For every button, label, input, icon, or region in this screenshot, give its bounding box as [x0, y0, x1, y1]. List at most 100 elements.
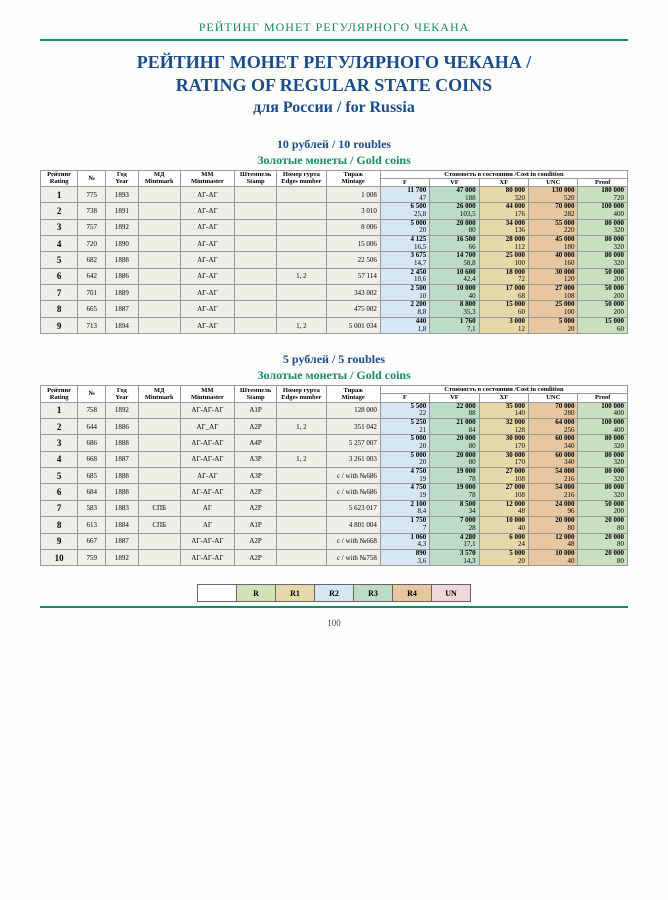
grade-cell: 14 70058,8: [430, 252, 479, 268]
year-cell: 1888: [106, 468, 139, 484]
year-cell: 1886: [106, 418, 139, 434]
mint-cell: [138, 285, 180, 301]
master-cell: АГ-АГ-АГ: [180, 402, 234, 418]
mintage-cell: с / with №758: [326, 549, 380, 565]
year-cell: 1891: [106, 203, 139, 219]
grade-cell: 60 000340: [529, 435, 578, 451]
grade-cell: 30 000170: [479, 435, 528, 451]
stamp-cell: А1Р: [235, 402, 277, 418]
edge-cell: [277, 219, 326, 235]
rating-cell: 7: [41, 500, 78, 516]
page-number: 100: [40, 618, 628, 628]
grade-cell: 4401,8: [380, 317, 429, 333]
table-row: 1 758 1892 АГ-АГ-АГ А1Р 128 000 5 50022 …: [41, 402, 628, 418]
grade-cell: 26 000103,5: [430, 203, 479, 219]
master-cell: АГ: [180, 500, 234, 516]
master-cell: АГ-АГ-АГ: [180, 549, 234, 565]
grade-cell: 47 000188: [430, 186, 479, 202]
grade-cell: 50 000200: [578, 285, 628, 301]
mintage-cell: 5 257 007: [326, 435, 380, 451]
year-cell: 1894: [106, 317, 139, 333]
num-cell: 613: [78, 517, 106, 533]
mintage-cell: с / with №686: [326, 484, 380, 500]
grade-cell: 1 7607,1: [430, 317, 479, 333]
grade-cell: 100 000400: [578, 203, 628, 219]
rating-cell: 1: [41, 186, 78, 202]
mintage-cell: 15 006: [326, 235, 380, 251]
grade-cell: 5 50022: [380, 402, 429, 418]
rating-cell: 2: [41, 418, 78, 434]
grade-cell: 19 00078: [430, 468, 479, 484]
stamp-cell: А2Р: [235, 533, 277, 549]
grade-cell: 10 60042,4: [430, 268, 479, 284]
stamp-cell: [235, 317, 277, 333]
grade-cell: 4 28017,1: [430, 533, 479, 549]
mintage-cell: 57 114: [326, 268, 380, 284]
num-cell: 686: [78, 435, 106, 451]
mint-cell: [138, 235, 180, 251]
grade-cell: 70 000280: [529, 402, 578, 418]
grade-cell: 5 25021: [380, 418, 429, 434]
edge-cell: 1, 2: [277, 317, 326, 333]
table-row: 7 701 1889 АГ-АГ 343 002 2 50010 10 0004…: [41, 285, 628, 301]
grade-cell: 24 00096: [529, 500, 578, 516]
rating-cell: 5: [41, 252, 78, 268]
grade-cell: 27 000108: [479, 468, 528, 484]
year-cell: 1893: [106, 186, 139, 202]
grade-cell: 25 000100: [479, 252, 528, 268]
table-row: 9 667 1887 АГ-АГ-АГ А2Р с / with №668 1 …: [41, 533, 628, 549]
edge-cell: [277, 500, 326, 516]
legend-cell: R4: [393, 585, 432, 602]
mint-cell: [138, 533, 180, 549]
mint-cell: [138, 484, 180, 500]
num-cell: 713: [78, 317, 106, 333]
year-cell: 1888: [106, 484, 139, 500]
grade-cell: 20 00080: [430, 451, 479, 467]
grade-cell: 60 000340: [529, 451, 578, 467]
mint-cell: [138, 402, 180, 418]
stamp-cell: [235, 268, 277, 284]
mint-cell: [138, 252, 180, 268]
mint-cell: [138, 301, 180, 317]
grade-cell: 8903,6: [380, 549, 429, 565]
edge-cell: [277, 186, 326, 202]
rating-cell: 9: [41, 317, 78, 333]
table-row: 2 738 1891 АГ-АГ 3 010 6 50025,8 26 0001…: [41, 203, 628, 219]
grade-cell: 80 000320: [578, 451, 628, 467]
title-line-3: для России / for Russia: [40, 98, 628, 119]
grade-cell: 20 00080: [430, 219, 479, 235]
mint-cell: [138, 203, 180, 219]
mint-cell: [138, 219, 180, 235]
num-cell: 759: [78, 549, 106, 565]
grade-cell: 12 00048: [479, 500, 528, 516]
master-cell: АГ-АГ-АГ: [180, 533, 234, 549]
stamp-cell: [235, 219, 277, 235]
grade-cell: 50 000200: [578, 268, 628, 284]
num-cell: 701: [78, 285, 106, 301]
mintage-cell: 475 002: [326, 301, 380, 317]
grade-cell: 34 000136: [479, 219, 528, 235]
master-cell: АГ-АГ: [180, 301, 234, 317]
master-cell: АГ: [180, 517, 234, 533]
table-row: 9 713 1894 АГ-АГ 1, 2 5 001 034 4401,8 1…: [41, 317, 628, 333]
grade-cell: 27 000108: [479, 484, 528, 500]
master-cell: АГ-АГ: [180, 285, 234, 301]
legend-cell: UN: [432, 585, 471, 602]
mintage-cell: 3 010: [326, 203, 380, 219]
stamp-cell: А2Р: [235, 549, 277, 565]
grade-cell: 80 000320: [578, 219, 628, 235]
num-cell: 644: [78, 418, 106, 434]
mint-cell: [138, 418, 180, 434]
grade-cell: 12 00048: [529, 533, 578, 549]
mintage-cell: 3 261 003: [326, 451, 380, 467]
mintage-cell: 1 008: [326, 186, 380, 202]
mint-cell: [138, 451, 180, 467]
table-row: 5 685 1888 АГ-АГ А3Р с / with №686 4 750…: [41, 468, 628, 484]
master-cell: АГ_АГ: [180, 418, 234, 434]
grade-cell: 100 000400: [578, 402, 628, 418]
section-1-subtitle: Золотые монеты / Gold coins: [40, 153, 628, 168]
grade-cell: 80 000320: [578, 252, 628, 268]
grade-cell: 54 000216: [529, 484, 578, 500]
grade-cell: 1 0604,3: [380, 533, 429, 549]
grade-cell: 25 000100: [529, 301, 578, 317]
